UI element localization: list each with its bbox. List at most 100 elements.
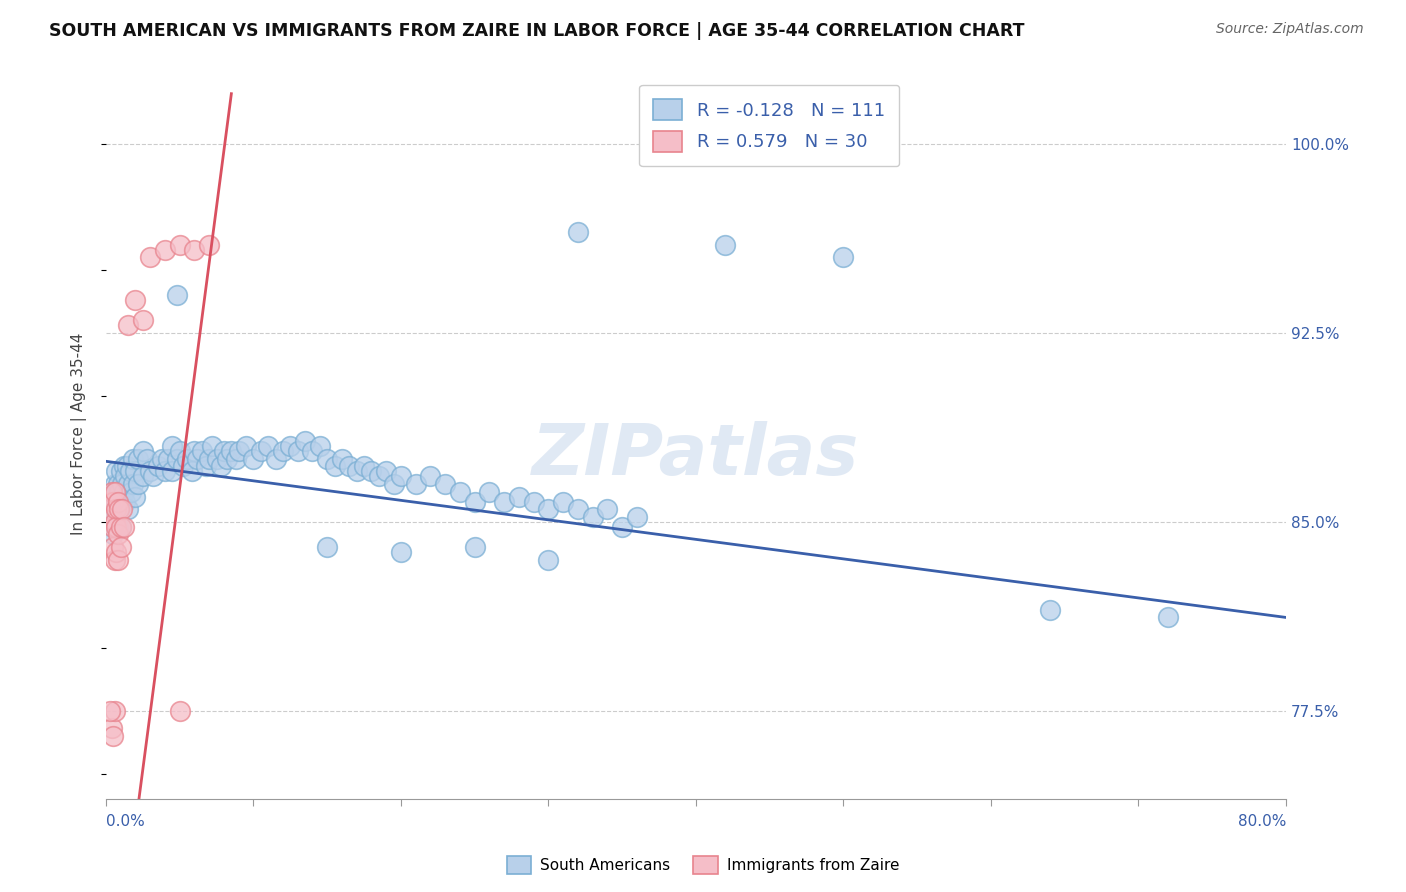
Point (323, 459, 346, 474)
Point (301, 444, 323, 458)
Point (103, 520, 125, 534)
Point (150, 451, 173, 466)
Point (337, 459, 360, 474)
Point (205, 451, 228, 466)
Point (108, 502, 131, 516)
Point (215, 451, 238, 466)
Point (169, 444, 191, 458)
Point (107, 494, 129, 508)
Point (330, 451, 353, 466)
Point (180, 464, 202, 478)
Point (105, 545, 128, 559)
Point (117, 502, 139, 516)
Point (127, 451, 149, 466)
Point (464, 494, 486, 508)
Point (176, 451, 198, 466)
Point (120, 484, 142, 499)
Point (183, 444, 205, 458)
Point (264, 451, 287, 466)
Point (316, 540, 339, 554)
Point (367, 469, 389, 483)
Point (124, 490, 146, 504)
Point (127, 477, 149, 491)
Point (626, 509, 648, 524)
Point (103, 729, 125, 743)
Point (596, 502, 619, 516)
Point (136, 451, 159, 466)
Point (117, 477, 139, 491)
Point (353, 459, 375, 474)
Point (1039, 603, 1062, 617)
Point (114, 494, 136, 508)
Point (103, 527, 125, 541)
Point (212, 444, 235, 458)
Point (139, 464, 162, 478)
Point (162, 439, 184, 453)
Point (419, 469, 441, 483)
Point (112, 484, 135, 499)
Point (183, 243, 205, 257)
Point (105, 502, 128, 516)
Point (100, 704, 122, 718)
Point (121, 451, 143, 466)
Point (582, 509, 605, 524)
Point (405, 477, 427, 491)
Legend: R = -0.128   N = 111, R = 0.579   N = 30: R = -0.128 N = 111, R = 0.579 N = 30 (638, 85, 900, 166)
Point (111, 494, 134, 508)
Point (115, 459, 138, 474)
Point (832, 251, 855, 265)
Point (434, 477, 457, 491)
Point (250, 444, 273, 458)
Point (153, 243, 176, 257)
Point (225, 451, 247, 466)
Point (100, 502, 122, 516)
Point (449, 484, 471, 499)
Point (104, 494, 127, 508)
Point (153, 464, 176, 478)
Point (111, 477, 134, 491)
Point (110, 464, 132, 478)
Point (389, 545, 412, 559)
Point (111, 502, 134, 516)
Point (221, 444, 243, 458)
Point (114, 469, 136, 483)
Point (101, 494, 124, 508)
Point (537, 502, 560, 516)
Point (132, 469, 155, 483)
Point (103, 540, 125, 554)
Point (257, 439, 280, 453)
Point (101, 509, 124, 524)
Text: 0.0%: 0.0% (105, 814, 145, 829)
Point (201, 439, 224, 453)
Point (101, 721, 124, 735)
Text: Source: ZipAtlas.com: Source: ZipAtlas.com (1216, 22, 1364, 37)
Point (567, 502, 589, 516)
Point (117, 318, 139, 333)
Point (139, 251, 162, 265)
Point (108, 502, 131, 516)
Point (294, 434, 316, 449)
Legend: South Americans, Immigrants from Zaire: South Americans, Immigrants from Zaire (501, 850, 905, 880)
Point (464, 540, 486, 554)
Point (166, 451, 188, 466)
Point (132, 444, 155, 458)
Point (346, 464, 368, 478)
Point (118, 464, 141, 478)
Point (104, 484, 127, 499)
Point (389, 469, 412, 483)
Point (142, 469, 165, 483)
Point (105, 520, 128, 534)
Y-axis label: In Labor Force | Age 35-44: In Labor Force | Age 35-44 (72, 333, 87, 535)
Point (198, 451, 221, 466)
Point (169, 704, 191, 718)
Point (228, 444, 250, 458)
Point (146, 459, 169, 474)
Point (316, 451, 339, 466)
Point (107, 477, 129, 491)
Point (375, 464, 398, 478)
Point (103, 484, 125, 499)
Point (107, 494, 129, 508)
Point (271, 444, 294, 458)
Point (156, 451, 179, 466)
Point (612, 520, 634, 534)
